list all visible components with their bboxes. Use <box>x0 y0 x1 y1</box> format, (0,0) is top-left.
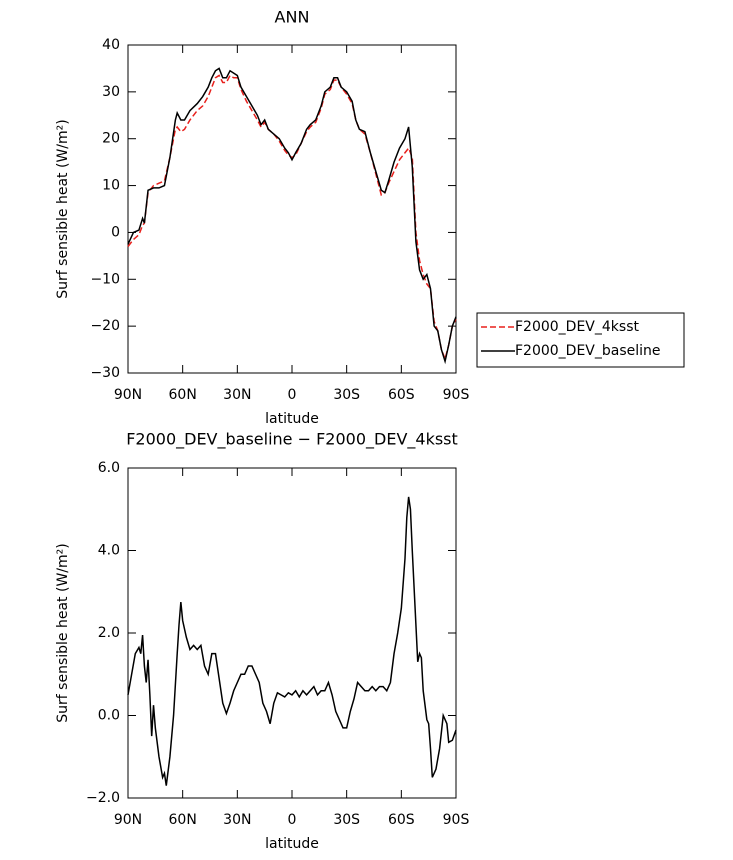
y-tick-label: 20 <box>102 131 120 147</box>
y-tick-label: 0 <box>111 224 120 240</box>
x-axis-label: latitude <box>265 411 319 427</box>
plot-frame <box>127 44 457 374</box>
x-tick-label: 30S <box>333 812 360 828</box>
x-tick-label: 30S <box>333 387 360 403</box>
x-tick-label: 60N <box>169 387 197 403</box>
x-tick-label: 90S <box>443 387 470 403</box>
y-tick-label: 30 <box>102 84 120 100</box>
x-tick-label: 90N <box>114 812 142 828</box>
y-tick-label: 6.0 <box>98 460 120 476</box>
y-tick-label: 0.0 <box>98 708 120 724</box>
y-tick-label: −30 <box>90 365 120 381</box>
legend-label: F2000_DEV_4ksst <box>515 319 639 335</box>
data-line <box>127 74 457 362</box>
x-tick-label: 60S <box>388 387 415 403</box>
chart-title: F2000_DEV_baseline − F2000_DEV_4ksst <box>126 430 458 450</box>
y-tick-label: −2.0 <box>86 790 120 806</box>
y-tick-label: 2.0 <box>98 625 120 641</box>
legend-box <box>476 312 685 368</box>
data-line <box>127 67 457 365</box>
y-axis-label: Surf sensible heat (W/m²) <box>55 543 71 722</box>
x-tick-label: 30N <box>223 812 251 828</box>
chart-title: ANN <box>275 8 310 27</box>
y-tick-label: 4.0 <box>98 543 120 559</box>
x-tick-label: 0 <box>288 812 297 828</box>
y-tick-label: −10 <box>90 271 120 287</box>
x-tick-label: 60S <box>388 812 415 828</box>
x-axis-label: latitude <box>265 836 319 852</box>
x-tick-label: 60N <box>169 812 197 828</box>
y-tick-label: 40 <box>102 37 120 53</box>
y-axis-label: Surf sensible heat (W/m²) <box>55 119 71 298</box>
y-tick-label: 10 <box>102 178 120 194</box>
legend-label: F2000_DEV_baseline <box>515 343 661 359</box>
x-tick-label: 90S <box>443 812 470 828</box>
y-tick-label: −20 <box>90 318 120 334</box>
data-line <box>127 496 457 786</box>
x-tick-label: 0 <box>288 387 297 403</box>
x-tick-label: 90N <box>114 387 142 403</box>
x-tick-label: 30N <box>223 387 251 403</box>
